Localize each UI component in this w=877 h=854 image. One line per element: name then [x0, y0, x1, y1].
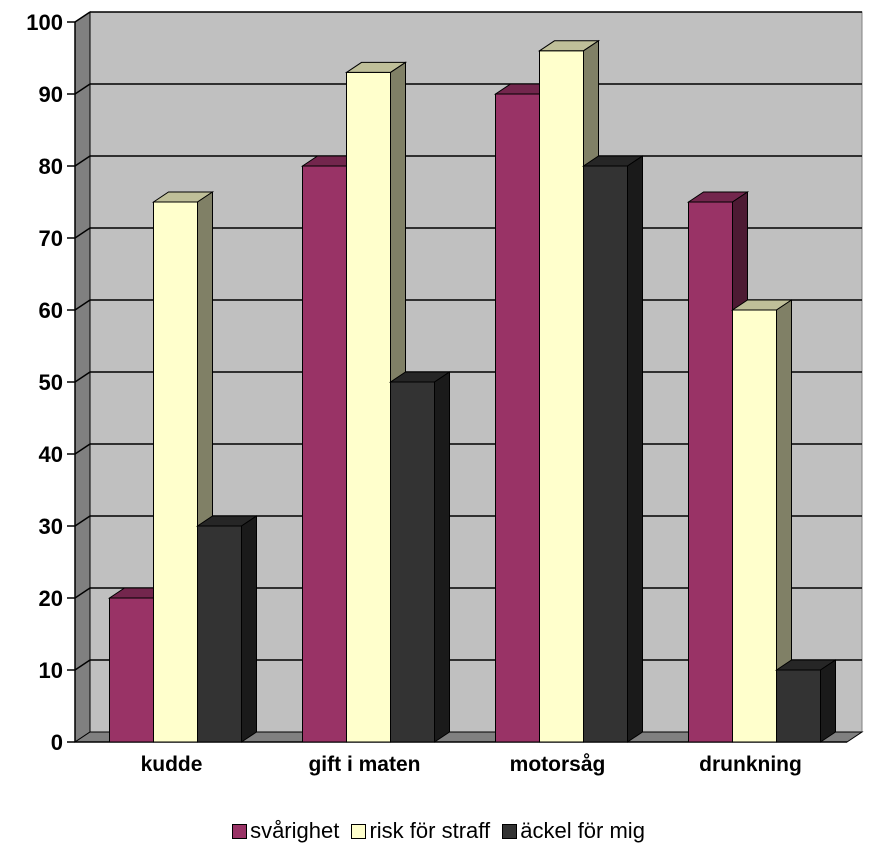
legend-label-3: äckel för mig — [520, 818, 645, 843]
y-tick-label: 20 — [39, 586, 63, 611]
y-tick-label: 80 — [39, 154, 63, 179]
gridline-diag — [74, 371, 91, 383]
bar-1-4 — [688, 201, 733, 743]
gridline-diag — [74, 155, 91, 167]
y-tick-label: 60 — [39, 298, 63, 323]
bar-2-4 — [732, 309, 777, 743]
gridline-diag — [74, 299, 91, 311]
bar-2-2 — [346, 71, 391, 743]
gridline-diag — [74, 659, 91, 671]
y-tick-label: 90 — [39, 82, 63, 107]
gridline-diag — [74, 443, 91, 455]
bar-side-3-2 — [434, 371, 450, 743]
bar-3-2 — [390, 381, 435, 743]
legend-swatch-3 — [502, 823, 518, 839]
bar-side-3-3 — [627, 155, 643, 743]
bar-1-1 — [109, 597, 154, 743]
x-tick-label-4: drunkning — [699, 753, 802, 776]
y-tick-label: 70 — [39, 226, 63, 251]
legend: svårighet risk för straff äckel för mig — [0, 818, 877, 845]
legend-label-2: risk för straff — [369, 818, 491, 843]
bar-side-3-1 — [241, 515, 257, 743]
bar-3-1 — [197, 525, 242, 743]
y-tick-label: 40 — [39, 442, 63, 467]
legend-swatch-2 — [351, 823, 367, 839]
y-tick-label: 0 — [51, 730, 63, 755]
bar-2-1 — [153, 201, 198, 743]
legend-label-1: svårighet — [250, 818, 340, 843]
gridline-diag — [74, 587, 91, 599]
bar-1-2 — [302, 165, 347, 743]
x-tick-label-3: motorsåg — [510, 753, 606, 776]
x-tick-label-2: gift i maten — [308, 753, 420, 776]
bar-side-3-4 — [820, 659, 836, 743]
gridline-diag — [74, 83, 91, 95]
gridline-diag — [74, 11, 91, 23]
bar-3-4 — [776, 669, 821, 743]
legend-item-1: svårighet — [232, 818, 339, 844]
legend-item-3: äckel för mig — [502, 818, 645, 844]
bar-1-3 — [495, 93, 540, 743]
legend-swatch-1 — [232, 823, 248, 839]
y-tick-label: 10 — [39, 658, 63, 683]
x-tick-label-1: kudde — [141, 753, 203, 776]
legend-item-2: risk för straff — [351, 818, 490, 844]
bar-3-3 — [583, 165, 628, 743]
gridline-diag — [74, 515, 91, 527]
y-tick-label: 30 — [39, 514, 63, 539]
y-tick-label: 50 — [39, 370, 63, 395]
chart-canvas: 0 10 20 30 40 50 60 70 80 90 100 kudde gift i maten m… — [26, 10, 864, 776]
y-tick-label: 100 — [26, 10, 63, 35]
gridline-diag — [74, 227, 91, 239]
bar-2-3 — [539, 50, 584, 743]
